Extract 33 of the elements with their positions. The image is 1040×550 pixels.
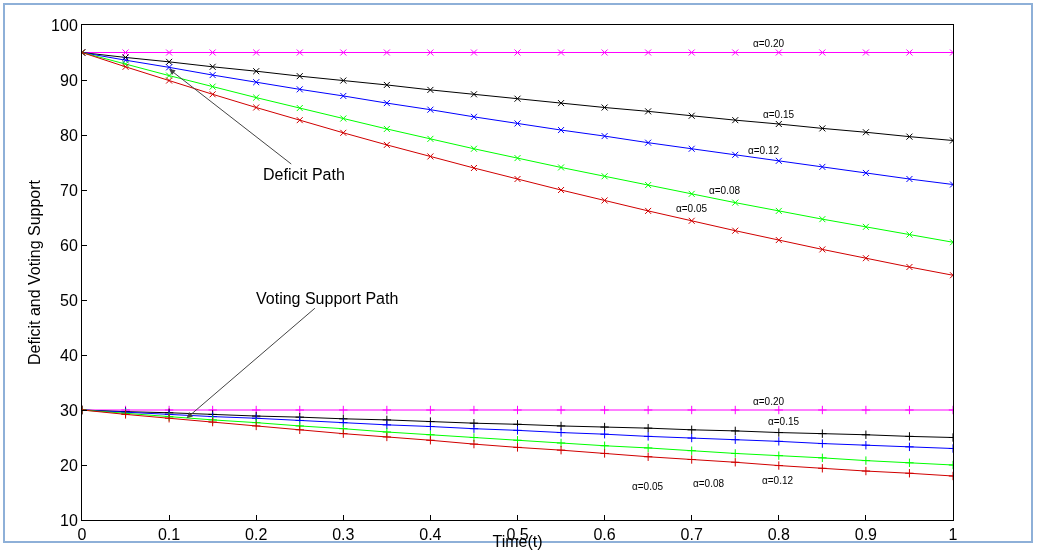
x-tick-label: 0.8	[767, 526, 791, 544]
y-tick-label: 30	[60, 401, 78, 419]
y-tick-label: 100	[51, 16, 78, 34]
annotation: α=0.12	[748, 145, 780, 156]
y-tick-label: 80	[60, 126, 78, 144]
x-tick-label: 0.7	[680, 526, 703, 544]
y-tick-label: 10	[60, 511, 78, 529]
y-tick-label: 70	[60, 181, 78, 199]
y-tick-label: 40	[60, 346, 78, 364]
annotation: Voting Support Path	[256, 290, 399, 307]
annotation: α=0.20	[753, 38, 785, 49]
x-tick-label: 1	[948, 526, 958, 544]
y-tick-label: 60	[60, 236, 78, 254]
x-tick-label: 0.6	[593, 526, 616, 544]
y-axis-title: Deficit and Voting Support	[26, 179, 43, 366]
annotation: Deficit Path	[263, 166, 345, 183]
x-tick-label: 0.4	[419, 526, 442, 544]
annotation: α=0.20	[753, 396, 785, 407]
x-tick-label: 0.2	[245, 526, 268, 544]
annotation: α=0.05	[676, 203, 708, 214]
x-tick-label: 0.3	[332, 526, 355, 544]
annotation: α=0.15	[768, 416, 800, 427]
x-tick-label: 0.9	[854, 526, 878, 544]
annotation: α=0.08	[709, 185, 741, 196]
y-tick-label: 90	[60, 71, 78, 89]
y-tick-label: 20	[60, 456, 78, 474]
y-tick-label: 50	[60, 291, 78, 309]
annotation: α=0.05	[632, 481, 664, 492]
annotation: α=0.15	[763, 109, 795, 120]
x-tick-label: 0.1	[157, 526, 181, 544]
annotation: α=0.12	[762, 475, 794, 486]
x-tick-label: 0	[77, 526, 87, 544]
annotation: α=0.08	[693, 478, 725, 489]
